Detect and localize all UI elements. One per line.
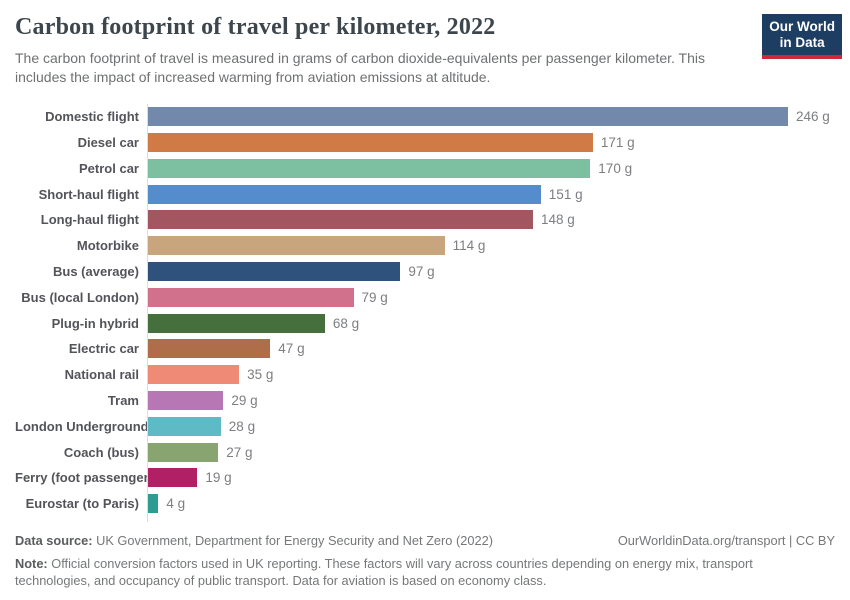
page-title: Carbon footprint of travel per kilometer…	[15, 14, 496, 40]
data-source: Data source: UK Government, Department f…	[15, 533, 493, 548]
bar[interactable]	[148, 210, 533, 230]
chart-subtitle: The carbon footprint of travel is measur…	[15, 50, 705, 85]
bar[interactable]	[148, 365, 240, 385]
note-label: Note:	[15, 555, 48, 571]
value-label: 148 g	[541, 212, 575, 228]
bar[interactable]	[148, 468, 198, 488]
bar-row: Diesel car 171 g	[15, 129, 835, 156]
bar-track: 4 g	[147, 490, 835, 517]
bar[interactable]	[148, 287, 354, 307]
bar-row: Short-haul flight 151 g	[15, 181, 835, 207]
bar[interactable]	[148, 390, 224, 410]
bar[interactable]	[148, 313, 325, 333]
value-label: 19 g	[205, 470, 232, 486]
data-source-text: UK Government, Department for Energy Sec…	[92, 532, 493, 548]
header-text-block: Carbon footprint of travel per kilometer…	[15, 14, 760, 87]
bar-track: 29 g	[147, 387, 835, 414]
category-label: Diesel car	[77, 134, 139, 150]
chart-note: Note: Official conversion factors used i…	[15, 555, 787, 591]
bar-row: London Underground 28 g	[15, 413, 835, 440]
data-source-label: Data source:	[15, 532, 93, 548]
bar-track: 19 g	[147, 464, 835, 491]
value-label: 4 g	[166, 496, 186, 512]
bar[interactable]	[148, 184, 541, 204]
bar[interactable]	[148, 132, 593, 152]
bar-row: Tram 29 g	[15, 387, 835, 414]
category-label: Tram	[107, 392, 139, 408]
bar-track: 47 g	[147, 335, 835, 362]
bar[interactable]	[148, 416, 221, 436]
bar-row: Bus (local London) 79 g	[15, 284, 835, 311]
category-label: Ferry (foot passenger)	[15, 470, 153, 486]
bar-row: Coach (bus) 27 g	[15, 439, 835, 465]
category-label: Petrol car	[79, 160, 139, 176]
logo-line-1: Our World	[769, 19, 835, 34]
category-label: Short-haul flight	[38, 186, 139, 202]
value-label: 27 g	[226, 444, 253, 460]
bar-track: 35 g	[147, 361, 835, 388]
bar[interactable]	[148, 494, 159, 514]
bar-row: Long-haul flight 148 g	[15, 206, 835, 233]
value-label: 171 g	[600, 134, 635, 150]
value-label: 35 g	[247, 367, 274, 383]
category-label: Motorbike	[76, 238, 139, 254]
value-label: 114 g	[452, 238, 486, 254]
category-label: Bus (average)	[53, 263, 139, 279]
bar[interactable]	[148, 107, 788, 127]
category-label: Coach (bus)	[63, 444, 139, 460]
bar-track: 114 g	[147, 232, 835, 259]
category-label: London Underground	[15, 418, 149, 434]
bar-row: Bus (average) 97 g	[15, 258, 835, 285]
value-label: 151 g	[548, 186, 583, 202]
chart-header: Carbon footprint of travel per kilometer…	[0, 0, 850, 87]
value-label: 47 g	[278, 341, 305, 357]
value-label: 28 g	[228, 418, 256, 434]
category-label: Eurostar (to Paris)	[25, 496, 139, 512]
bar-track: 148 g	[147, 206, 835, 233]
bar-row: Motorbike 114 g	[15, 232, 835, 259]
bar[interactable]	[148, 339, 271, 359]
bar-chart: Domestic flight 246 g Diesel car 171 g P…	[15, 103, 835, 517]
bar-row: Plug-in hybrid 68 g	[15, 310, 835, 336]
bar-track: 246 g	[147, 103, 835, 130]
category-label: Domestic flight	[45, 109, 139, 125]
logo-line-2: in Data	[779, 35, 825, 50]
bar-track: 27 g	[147, 439, 835, 465]
category-label: Plug-in hybrid	[51, 315, 139, 331]
bar-track: 170 g	[147, 155, 835, 182]
note-text: Official conversion factors used in UK r…	[15, 555, 753, 589]
bar-track: 97 g	[147, 258, 835, 285]
value-label: 97 g	[408, 263, 435, 279]
category-label: National rail	[64, 367, 139, 383]
value-label: 68 g	[332, 315, 360, 331]
bar-track: 28 g	[147, 413, 835, 440]
bar[interactable]	[148, 261, 401, 281]
value-label: 29 g	[231, 392, 258, 408]
bar-track: 79 g	[147, 284, 835, 311]
owid-logo[interactable]: Our World in Data	[762, 14, 842, 59]
bar-track: 171 g	[147, 129, 835, 156]
bar[interactable]	[148, 442, 219, 462]
category-label: Electric car	[68, 341, 139, 357]
license-link[interactable]: OurWorldinData.org/transport | CC BY	[617, 532, 835, 548]
value-label: 246 g	[796, 109, 830, 125]
bar-row: Ferry (foot passenger) 19 g	[15, 464, 835, 491]
chart-footer: Data source: UK Government, Department f…	[0, 522, 850, 591]
bar-track: 151 g	[147, 181, 835, 207]
category-label: Bus (local London)	[21, 289, 139, 305]
bar-track: 68 g	[147, 310, 835, 336]
bar-row: Electric car 47 g	[15, 335, 835, 362]
bar-row: National rail 35 g	[15, 361, 835, 388]
value-label: 79 g	[361, 289, 388, 305]
category-label: Long-haul flight	[40, 212, 139, 228]
bar-row: Domestic flight 246 g	[15, 103, 835, 130]
y-axis-line	[147, 516, 850, 522]
bar-row: Petrol car 170 g	[15, 155, 835, 182]
bar[interactable]	[148, 158, 591, 178]
value-label: 170 g	[598, 160, 633, 176]
bar[interactable]	[148, 236, 445, 256]
source-row: Data source: UK Government, Department f…	[15, 533, 835, 548]
bar-row: Eurostar (to Paris) 4 g	[15, 490, 835, 517]
